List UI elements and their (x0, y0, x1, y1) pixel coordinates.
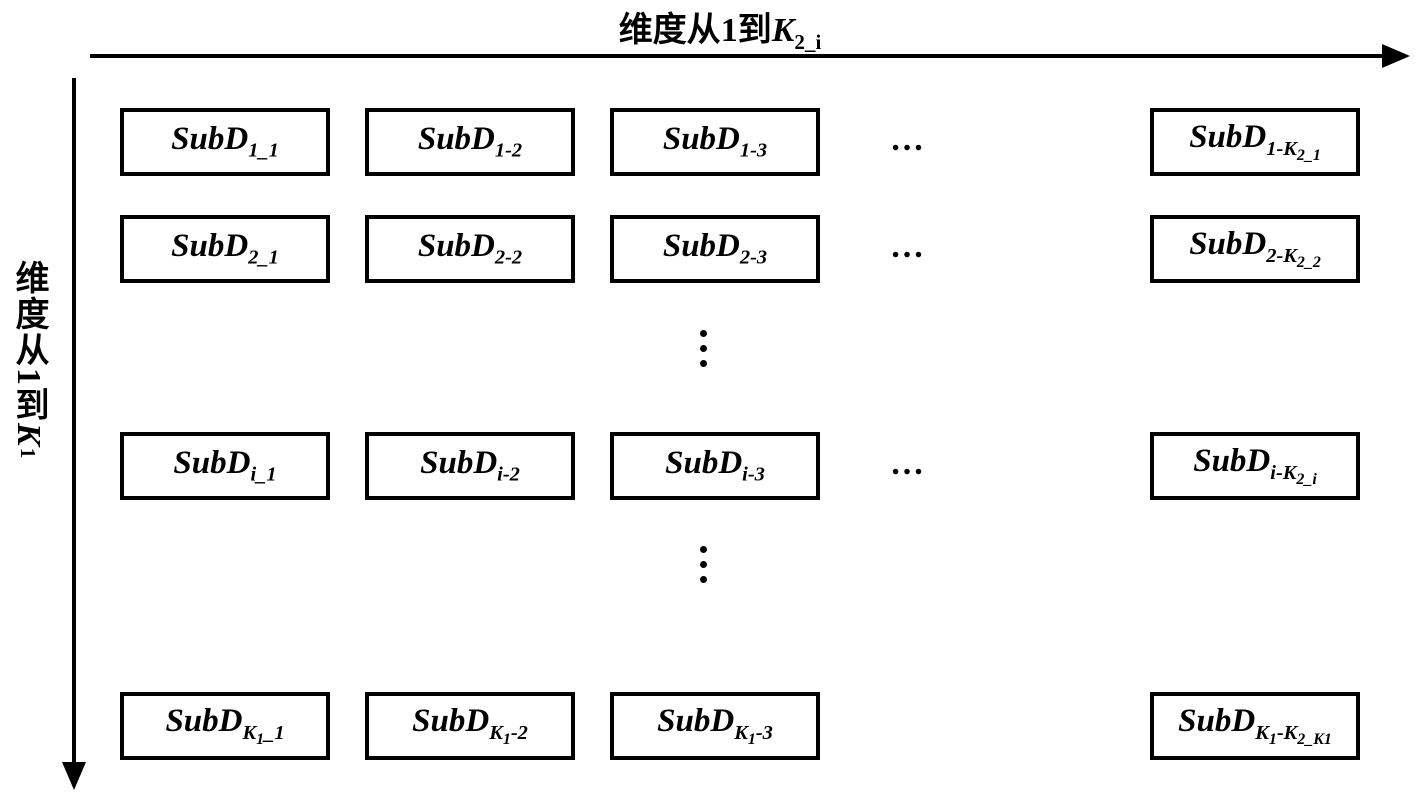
matrix-cell: SubD1-2 (365, 108, 575, 176)
left-axis-label: 维度从1到K1 (4, 260, 57, 460)
matrix-cell: SubDi-2 (365, 432, 575, 500)
matrix-cell: SubDi-K2_i (1150, 432, 1360, 500)
matrix-cell: SubD2_1 (120, 215, 330, 283)
left-axis-arrow-head (62, 762, 86, 790)
vertical-ellipsis (700, 546, 707, 583)
horizontal-ellipsis: … (890, 228, 924, 266)
matrix-cell: SubD2-3 (610, 215, 820, 283)
vertical-ellipsis (700, 330, 707, 367)
horizontal-ellipsis: … (890, 445, 924, 483)
matrix-cell: SubDi-3 (610, 432, 820, 500)
matrix-cell: SubDK1-2 (365, 692, 575, 760)
matrix-cell: SubD2-K2_2 (1150, 215, 1360, 283)
matrix-cell: SubDK1_1 (120, 692, 330, 760)
top-axis-arrow-line (90, 54, 1384, 58)
matrix-cell: SubDK1-K2_K1 (1150, 692, 1360, 760)
horizontal-ellipsis: … (890, 121, 924, 159)
matrix-cell: SubDK1-3 (610, 692, 820, 760)
top-axis-label: 维度从1到K2_i (400, 2, 1040, 55)
matrix-cell: SubD2-2 (365, 215, 575, 283)
matrix-cell: SubD1-3 (610, 108, 820, 176)
matrix-cell: SubD1_1 (120, 108, 330, 176)
diagram-canvas: 维度从1到K2_i 维度从1到K1 SubD1_1 SubD1-2 SubD1-3 S… (0, 0, 1422, 795)
top-axis-arrow-head (1382, 44, 1410, 68)
left-axis-arrow-line (72, 78, 76, 764)
matrix-cell: SubDi_1 (120, 432, 330, 500)
matrix-cell: SubD1-K2_1 (1150, 108, 1360, 176)
